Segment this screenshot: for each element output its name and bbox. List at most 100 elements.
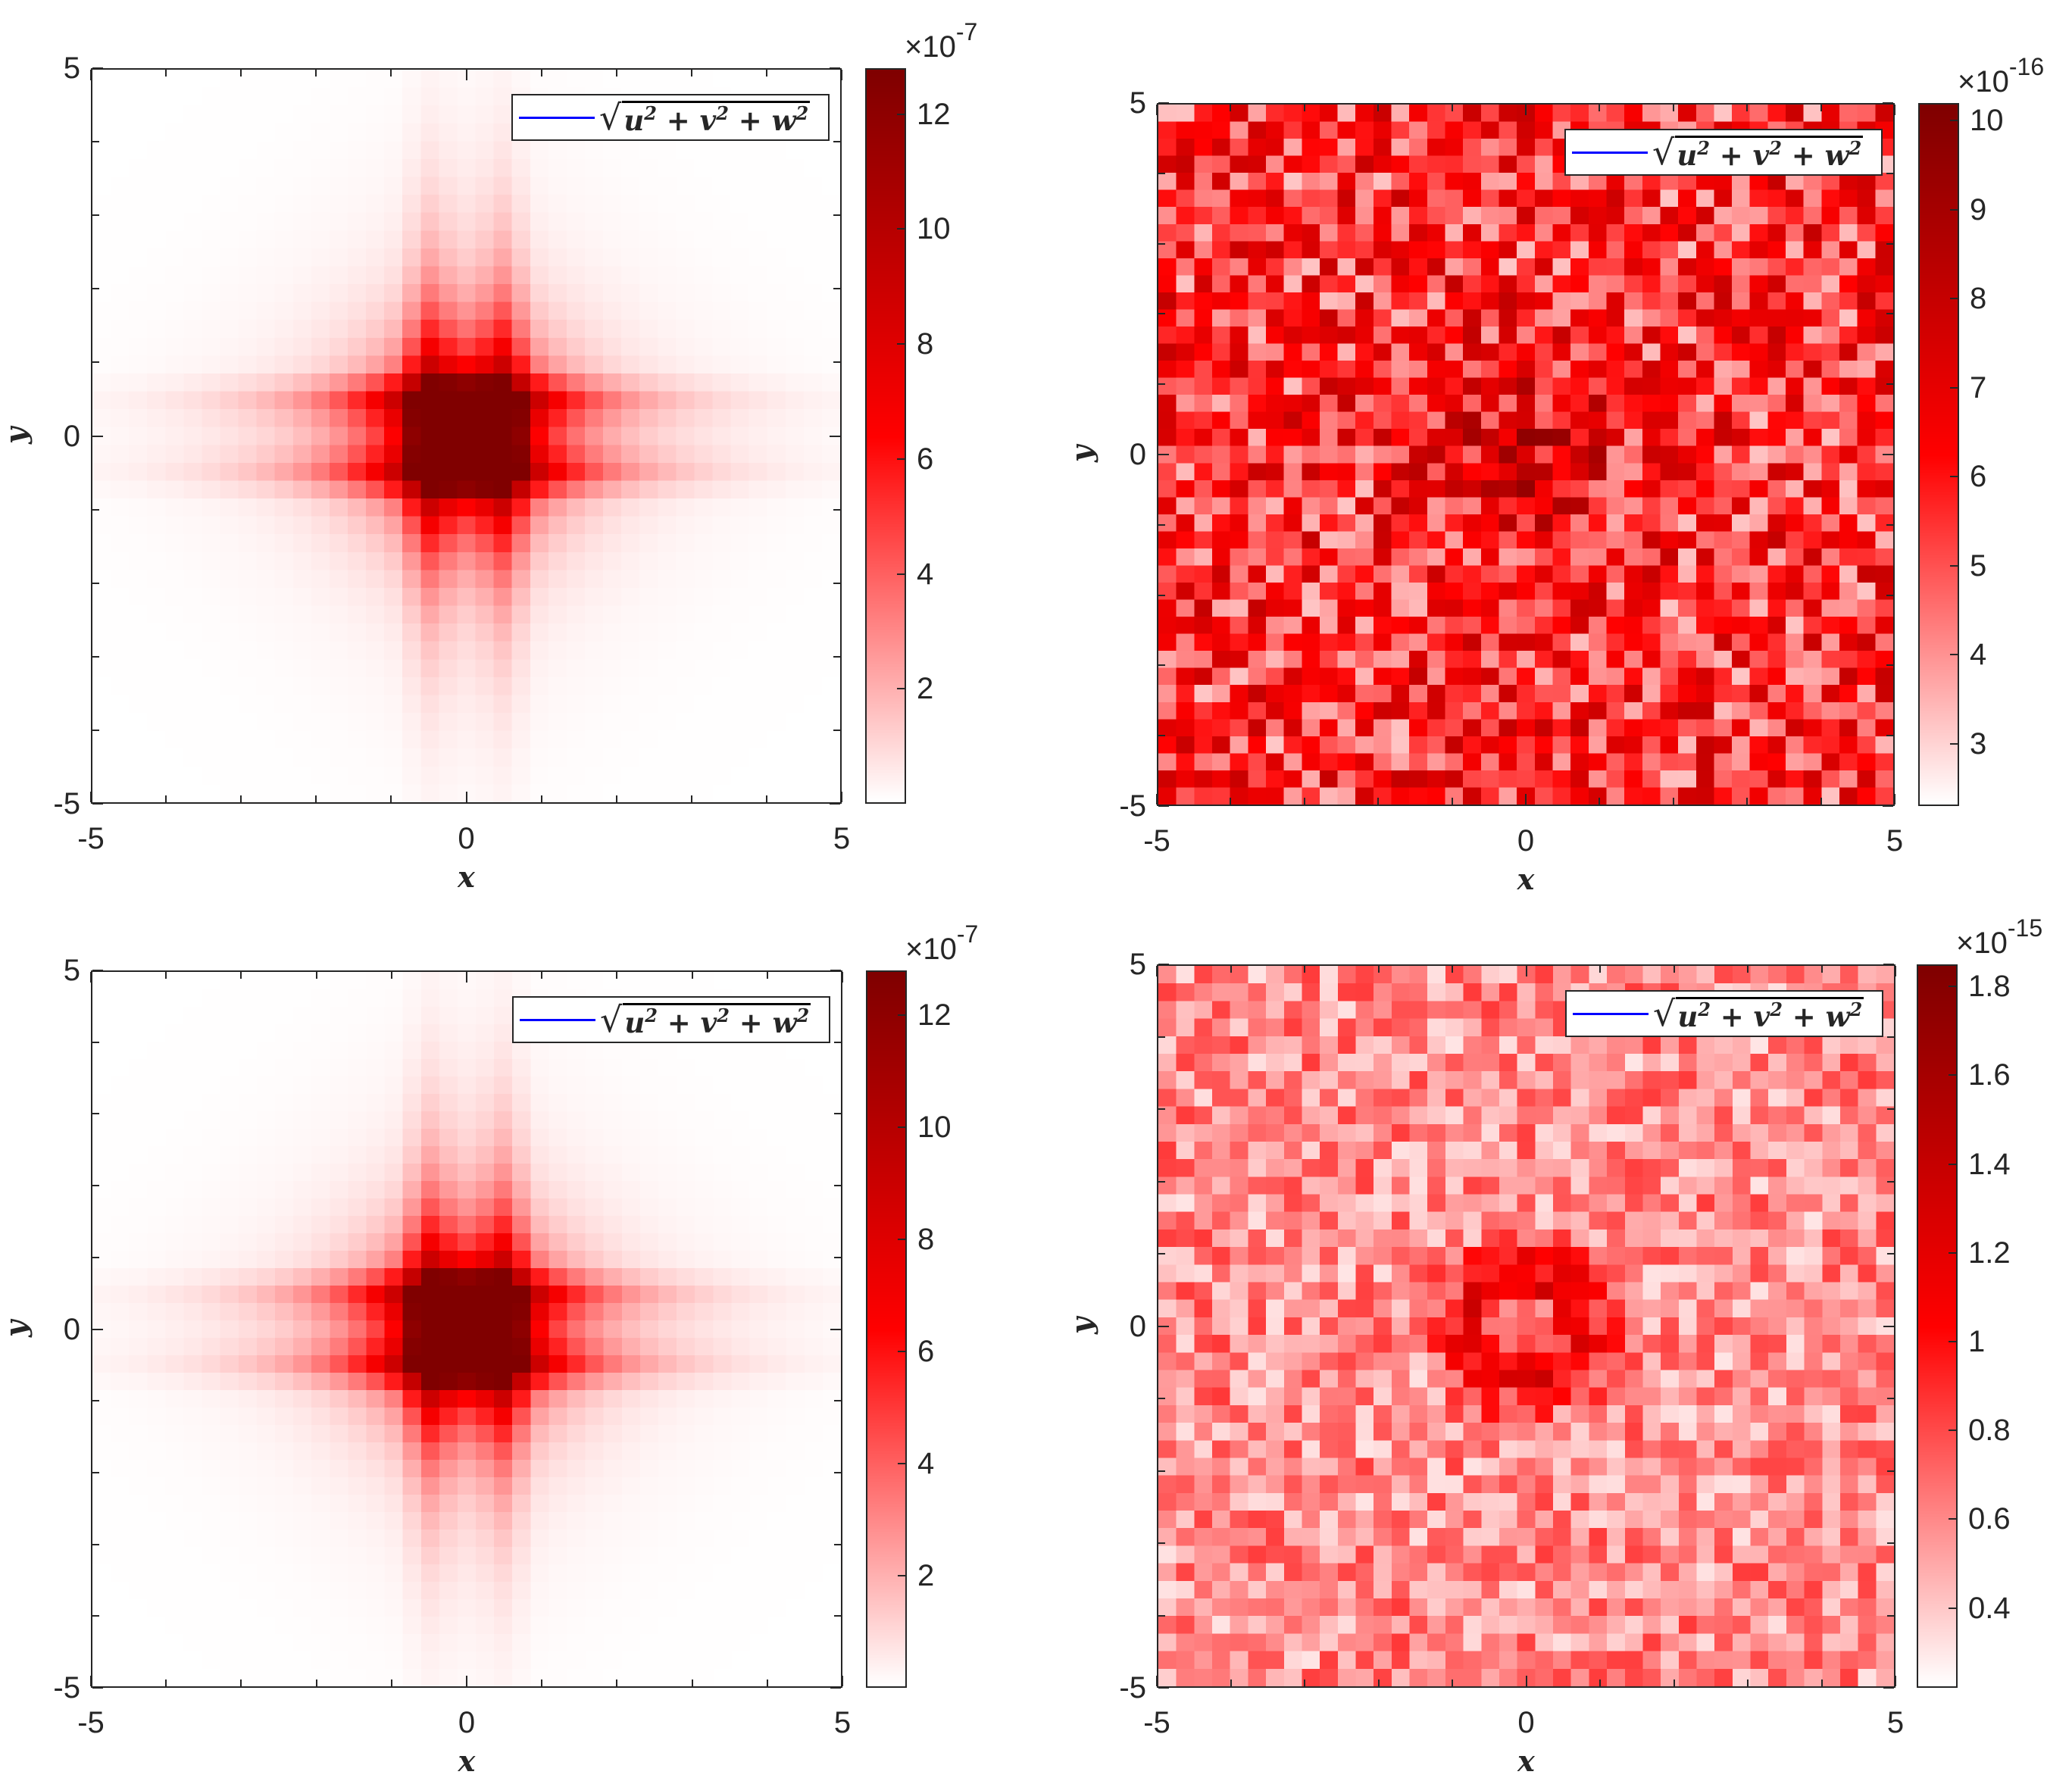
y-axis-tick-mark	[1158, 102, 1169, 104]
y-axis-tick-mark	[1887, 1614, 1894, 1617]
y-axis-tick-mark	[830, 435, 840, 437]
x-axis-tick-mark	[390, 795, 392, 802]
x-axis-tick-mark	[1599, 105, 1601, 111]
x-tick-label: 0	[458, 822, 475, 855]
x-axis-tick-mark	[841, 70, 842, 80]
colorbar-tick-mark	[898, 1463, 905, 1465]
y-axis-tick-mark	[1886, 664, 1893, 667]
colorbar-tick-label: 10	[917, 212, 951, 246]
y-axis-tick-mark	[833, 508, 840, 511]
colorbar-tick-mark	[1949, 1163, 1956, 1165]
colorbar-exponent: ×10-15	[1956, 916, 2042, 958]
legend-box: √ u2 + v2 + w2	[511, 94, 830, 141]
legend-radicand: u2 + v2 + w2	[622, 100, 811, 137]
colorbar-tick-label: 8	[917, 1223, 935, 1257]
colorbar	[1918, 103, 1959, 806]
colorbar-tick-mark	[1949, 1429, 1956, 1432]
legend-radicand: u2 + v2 + w2	[1676, 996, 1864, 1033]
x-axis-tick-mark	[615, 70, 617, 77]
x-tick-label: 5	[833, 822, 851, 855]
y-axis-tick-mark	[1158, 454, 1169, 455]
x-axis-tick-mark	[465, 792, 467, 802]
x-tick-label: -5	[1143, 824, 1170, 858]
x-axis-tick-mark	[1895, 1676, 1896, 1686]
y-axis-tick-mark	[833, 288, 840, 290]
y-axis-tick-mark	[1158, 594, 1165, 596]
x-axis-tick-mark	[466, 972, 467, 983]
colorbar-tick-label: 1.8	[1968, 970, 2011, 1004]
x-tick-label: 0	[1517, 824, 1535, 858]
y-axis-tick-mark	[92, 435, 103, 437]
x-axis-tick-mark	[1820, 966, 1823, 973]
y-axis-tick-mark	[834, 1543, 841, 1545]
y-axis-tick-mark	[1158, 1036, 1165, 1038]
colorbar-tick-mark	[897, 688, 905, 690]
y-axis-tick-mark	[1883, 1687, 1894, 1689]
x-axis-tick-mark	[1895, 966, 1896, 976]
y-axis-tick-mark	[92, 729, 99, 731]
colorbar-tick-label: 1.2	[1968, 1236, 2011, 1270]
y-axis-tick-mark	[92, 655, 99, 658]
heatmap-plot-area	[1157, 964, 1895, 1688]
colorbar-gradient	[867, 70, 905, 802]
colorbar-multiplier: ×10	[905, 933, 957, 966]
x-axis-tick-mark	[1377, 798, 1380, 805]
y-axis-tick-mark	[1886, 172, 1893, 174]
y-axis-tick-mark	[92, 1041, 99, 1043]
x-axis-tick-mark	[240, 1679, 242, 1686]
colorbar-tick-mark	[1949, 986, 1956, 988]
y-tick-label: 0	[1129, 1309, 1146, 1343]
y-tick-label: -5	[53, 1671, 80, 1704]
x-tick-label: -5	[77, 1706, 105, 1739]
colorbar-tick-label: 4	[1970, 638, 1987, 672]
x-axis-tick-mark	[1673, 1679, 1675, 1686]
colorbar-tick-mark	[1950, 476, 1958, 478]
x-axis-tick-mark	[1672, 105, 1674, 111]
y-axis-tick-mark	[834, 1185, 841, 1187]
colorbar	[1917, 964, 1958, 1688]
y-axis-tick-mark	[92, 1113, 99, 1115]
legend-label: √ u2 + v2 + w2	[600, 999, 811, 1040]
x-axis-label: x	[1517, 862, 1535, 896]
y-tick-label: -5	[1119, 1671, 1146, 1704]
x-axis-tick-mark	[1303, 798, 1305, 805]
colorbar-tick-mark	[1950, 742, 1958, 745]
x-tick-label: -5	[1143, 1706, 1170, 1739]
colorbar-tick-mark	[1949, 1251, 1956, 1254]
x-tick-label: 5	[1886, 824, 1904, 858]
y-axis-tick-mark	[92, 361, 99, 364]
colorbar-exponent: ×10-7	[905, 922, 978, 964]
colorbar-gradient	[1918, 966, 1956, 1686]
colorbar-tick-mark	[897, 458, 905, 460]
heatmap-plot-area	[91, 68, 842, 804]
legend-box: √ u2 + v2 + w2	[512, 996, 830, 1043]
x-axis-tick-mark	[466, 1676, 467, 1686]
colorbar-tick-mark	[1950, 120, 1958, 122]
colorbar-exponent-power: -7	[956, 920, 979, 948]
x-axis-tick-mark	[841, 792, 842, 802]
x-axis-tick-mark	[1377, 105, 1380, 111]
colorbar-tick-label: 8	[917, 327, 934, 361]
y-axis-tick-mark	[92, 1185, 99, 1187]
y-axis-tick-mark	[92, 214, 99, 217]
colorbar-tick-label: 5	[1970, 548, 1987, 583]
colorbar-exponent: ×10-7	[905, 20, 977, 62]
x-axis-tick-mark	[165, 1679, 167, 1686]
legend-label: √ u2 + v2 + w2	[1652, 132, 1864, 173]
x-axis-label: x	[1517, 1744, 1535, 1778]
y-tick-label: 5	[1129, 948, 1146, 981]
colorbar-tick-label: 1	[1968, 1325, 1986, 1358]
x-axis-tick-mark	[1230, 1679, 1232, 1686]
legend-sqrt-symbol: √	[1653, 993, 1676, 1034]
colorbar-tick-label: 9	[1970, 192, 1987, 227]
legend-sqrt-symbol: √	[1652, 132, 1675, 173]
colorbar-tick-label: 10	[1970, 104, 2004, 138]
y-axis-tick-mark	[830, 67, 840, 69]
x-axis-tick-mark	[1746, 798, 1749, 805]
y-axis-tick-mark	[92, 1543, 99, 1545]
x-axis-tick-mark	[90, 70, 92, 80]
y-axis-tick-mark	[1158, 735, 1165, 737]
y-axis-tick-mark	[1158, 1470, 1165, 1472]
legend-line-swatch	[1572, 151, 1648, 154]
y-axis-tick-mark	[1887, 1542, 1894, 1544]
